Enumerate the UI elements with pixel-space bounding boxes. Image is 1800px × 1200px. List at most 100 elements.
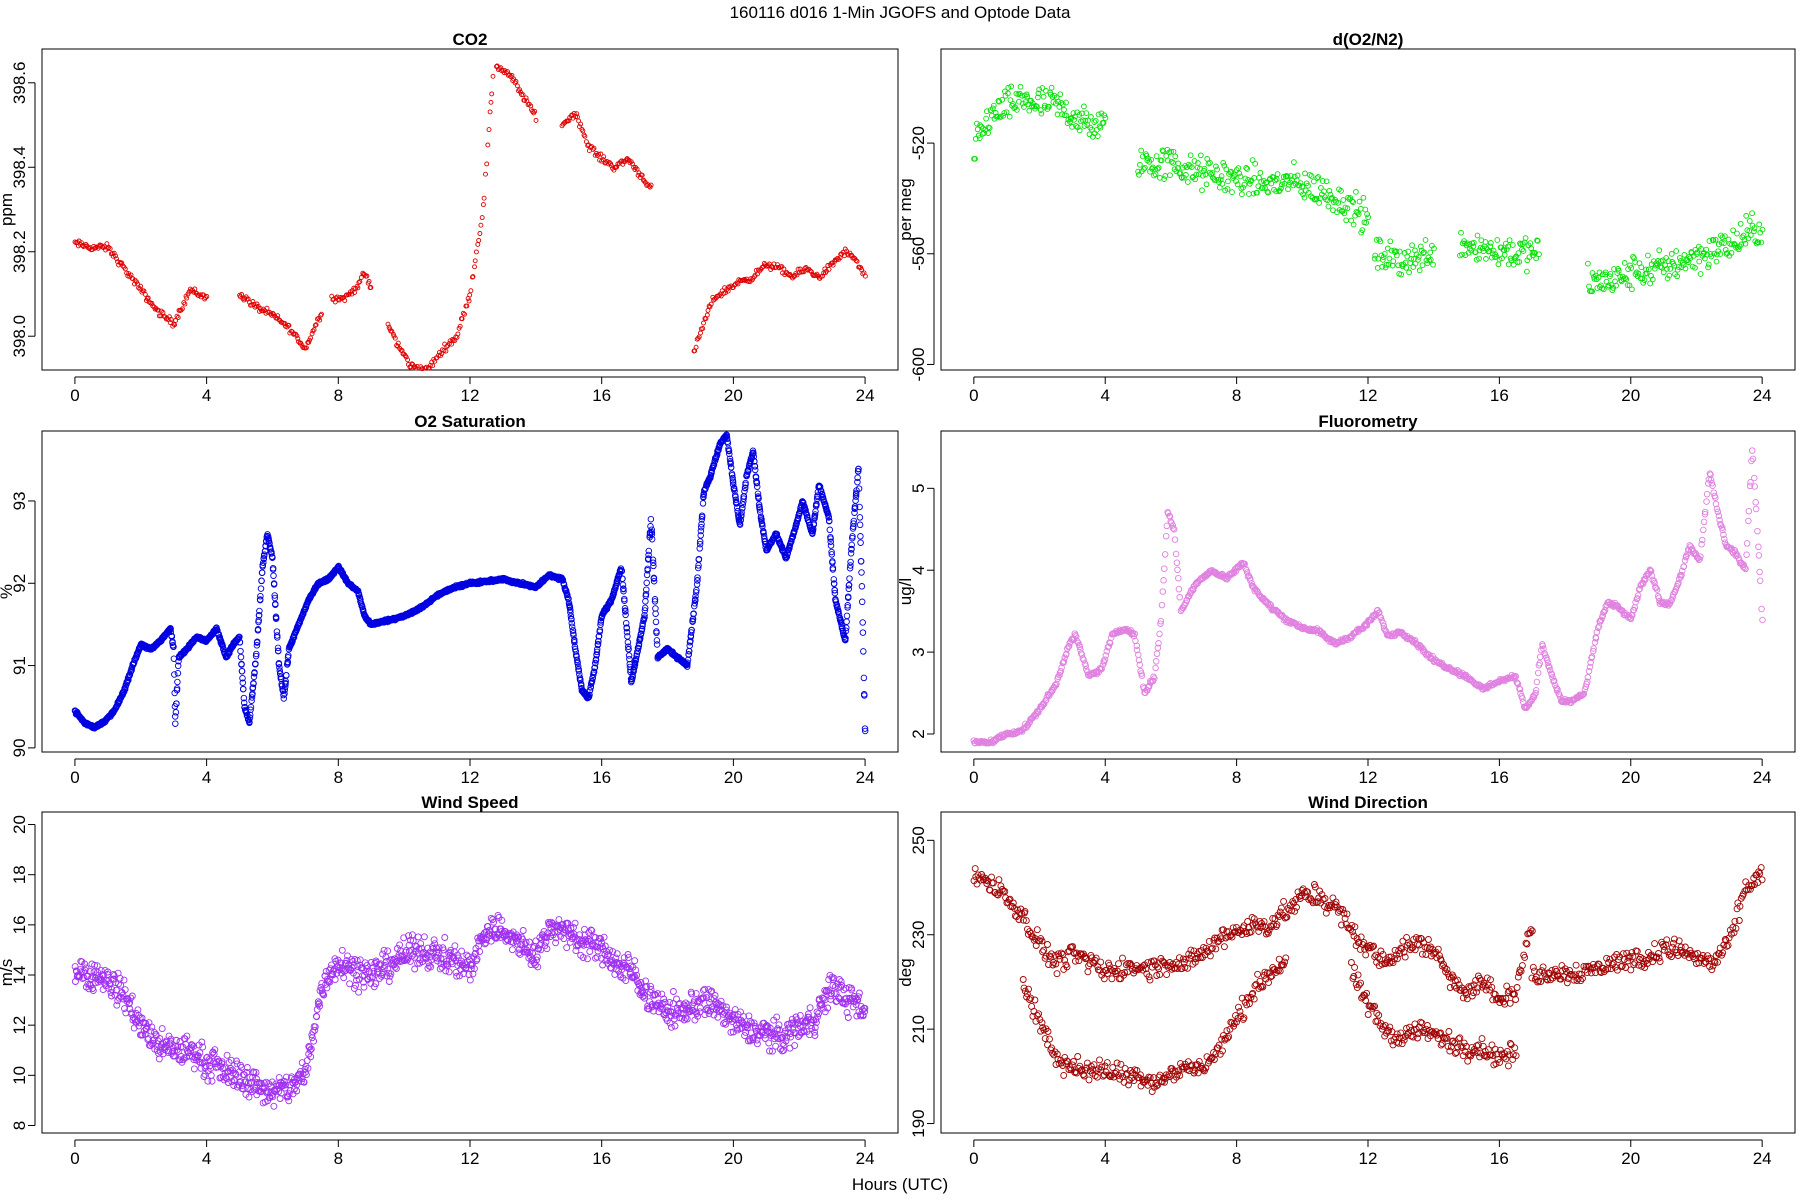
co2-x-tick-label: 4: [202, 386, 211, 405]
co2-data-point: [392, 335, 398, 341]
d-o2-n2-data-point: [1420, 250, 1427, 256]
d-o2-n2-data-point: [1738, 241, 1745, 248]
d-o2-n2-data-point: [1611, 266, 1617, 272]
d-o2-n2-data-point: [1355, 211, 1362, 218]
co2-y-tick-label: 398.4: [10, 146, 29, 189]
o2-saturation-data-point: [273, 632, 281, 639]
d-o2-n2-data-point: [1037, 107, 1044, 113]
co2-data-point: [446, 341, 452, 346]
d-o2-n2-data-point: [1219, 180, 1226, 187]
o2-saturation-data-point: [645, 547, 653, 555]
co2-data-point: [175, 315, 181, 320]
co2-data-point: [475, 241, 481, 247]
d-o2-n2-data-point: [1381, 251, 1388, 257]
co2-data-point: [449, 341, 454, 347]
d-o2-n2-data-point: [1187, 152, 1194, 159]
o2-saturation-data-point: [214, 627, 221, 634]
o2-saturation-data-point: [847, 558, 854, 566]
co2-points: [72, 63, 868, 372]
co2-data-point: [356, 279, 362, 285]
o2-saturation-data-point: [253, 650, 260, 658]
d-o2-n2-data-point: [1493, 253, 1500, 260]
fluorometry-data-point: [1153, 650, 1161, 657]
co2-data-point: [466, 298, 472, 304]
d-o2-n2-data-point: [1291, 159, 1297, 165]
co2-data-point: [441, 348, 447, 354]
d-o2-n2-data-point: [1707, 251, 1714, 257]
d-o2-n2-data-point: [1259, 184, 1266, 191]
d-o2-n2-data-point: [1252, 160, 1259, 167]
co2-data-point: [472, 258, 478, 264]
co2-data-point: [514, 83, 520, 89]
o2-saturation-data-point: [858, 569, 865, 576]
d-o2-n2-data-point: [1607, 271, 1614, 277]
o2-saturation-data-point: [857, 533, 864, 540]
co2-data-point: [462, 311, 467, 317]
d-o2-n2-data-point: [1094, 133, 1101, 139]
o2-saturation-data-point: [167, 625, 174, 632]
d-o2-n2-data-point: [976, 135, 983, 141]
co2-data-point: [472, 264, 477, 270]
co2-data-point: [317, 317, 323, 323]
d-o2-n2-data-point: [1623, 276, 1630, 283]
d-o2-n2-data-point: [978, 123, 985, 130]
d-o2-n2-data-point: [1354, 209, 1361, 216]
d-o2-n2-plot-frame: [940, 48, 1796, 371]
d-o2-n2-data-point: [1668, 251, 1675, 257]
d-o2-n2-data-point: [1602, 271, 1609, 278]
d-o2-n2-data-point: [1379, 257, 1386, 263]
d-o2-n2-data-point: [1033, 103, 1039, 109]
d-o2-n2-data-point: [1717, 251, 1724, 257]
d-o2-n2-data-point: [1638, 264, 1645, 271]
co2-data-point: [701, 320, 706, 326]
co2-data-point: [430, 363, 436, 369]
co2-data-point: [578, 121, 584, 127]
d-o2-n2-data-point: [1311, 178, 1317, 185]
page-title: 160116 d016 1-Min JGOFS and Optode Data: [730, 3, 1071, 22]
d-o2-n2-data-point: [1379, 263, 1386, 270]
fluorometry-data-point: [1534, 669, 1542, 677]
d-o2-n2-data-point: [1510, 261, 1517, 268]
fluorometry-data-point: [1759, 616, 1766, 624]
d-o2-n2-data-point: [1101, 112, 1108, 119]
co2-data-point: [836, 256, 842, 262]
co2-data-point: [366, 278, 372, 284]
co2-data-point: [481, 195, 487, 201]
d-o2-n2-data-point: [1711, 250, 1718, 257]
d-o2-n2-data-point: [1225, 178, 1231, 185]
d-o2-n2-x-tick-label: 20: [1621, 386, 1640, 405]
o2-saturation-data-point: [857, 557, 865, 565]
co2-plot-frame: [41, 48, 899, 371]
co2-data-point: [590, 146, 596, 152]
d-o2-n2-data-point: [1407, 260, 1413, 266]
d-o2-n2-data-point: [1393, 252, 1400, 259]
o2-saturation-data-point: [288, 637, 296, 645]
d-o2-n2-data-point: [1728, 249, 1735, 256]
co2-data-point: [450, 338, 456, 343]
d-o2-n2-data-point: [1324, 197, 1331, 204]
d-o2-n2-data-point: [1656, 247, 1663, 254]
co2-data-point: [124, 270, 130, 276]
d-o2-n2-data-point: [1360, 194, 1367, 201]
d-o2-n2-data-point: [1708, 253, 1715, 260]
d-o2-n2-y-tick-label: -600: [909, 347, 928, 381]
d-o2-n2-data-point: [1459, 251, 1465, 258]
o2-saturation-data-point: [859, 629, 867, 636]
co2-data-point: [423, 364, 429, 370]
wind-speed-x-tick-label: 4: [202, 1149, 211, 1168]
d-o2-n2-data-point: [1350, 199, 1356, 205]
d-o2-n2-data-point: [1622, 275, 1629, 281]
wind-speed-y-tick-label: 14: [10, 966, 29, 985]
o2-saturation-data-point: [239, 685, 247, 693]
d-o2-n2-data-point: [1746, 218, 1753, 224]
o2-saturation-x-tick-label: 16: [592, 768, 611, 787]
o2-saturation-data-point: [266, 540, 273, 547]
co2-x-tick-label: 24: [856, 386, 875, 405]
co2-x-tick-label: 16: [592, 386, 611, 405]
d-o2-n2-data-point: [1371, 255, 1378, 262]
d-o2-n2-data-point: [1162, 173, 1169, 179]
d-o2-n2-data-point: [1362, 206, 1369, 213]
co2-data-point: [426, 365, 432, 371]
